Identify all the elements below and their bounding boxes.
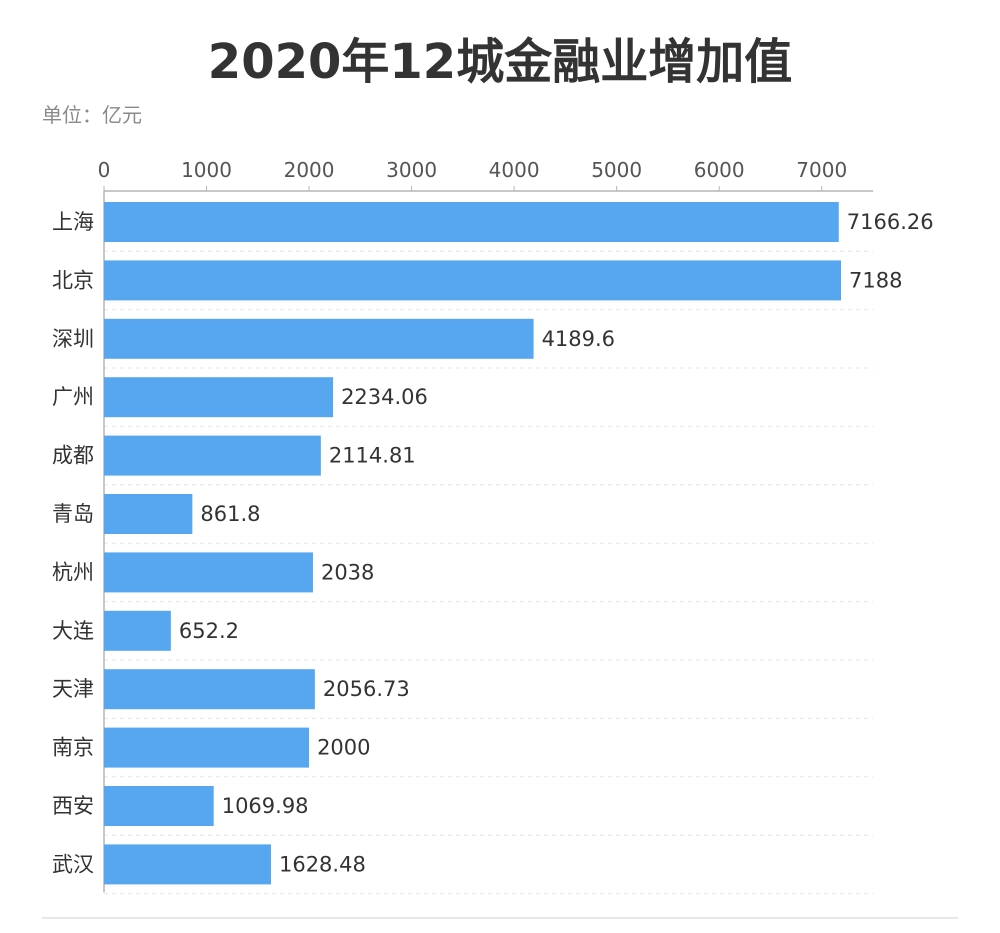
category-label: 天津 [52,677,94,701]
data-label: 2038 [321,560,374,584]
category-label: 大连 [52,619,94,643]
unit-label: 单位：亿元 [42,103,142,127]
data-label: 652.2 [179,619,239,643]
bar [104,260,842,301]
labels: 上海 7166.26 北京 7188 深圳 4189.6 广州 2234.06 成都 2114.8… [52,210,934,876]
category-label: 西安 [52,794,94,818]
chart-title: 2020年12城金融业增加值 [208,34,792,90]
data-label: 2000 [317,736,370,760]
x-tick-label: 5000 [591,158,642,182]
data-label: 2114.81 [329,444,416,468]
bar [104,669,315,710]
bar [104,610,171,651]
bar [104,435,321,476]
axes [103,190,873,893]
category-label: 上海 [52,210,94,234]
bar [104,494,193,534]
bar [104,727,310,768]
grid-lines [104,250,873,895]
data-label: 861.8 [200,502,260,526]
x-axis-ticks: 0 1000 2000 3000 4000 5000 6000 7000 [98,158,847,191]
data-label: 7166.26 [847,210,934,234]
x-tick-label: 4000 [489,158,540,182]
data-label: 7188 [849,268,902,292]
data-label: 1069.98 [222,794,309,818]
data-label: 1628.48 [279,852,366,876]
bars [104,202,842,885]
bar [104,202,839,242]
bar [104,377,334,418]
category-label: 杭州 [52,560,94,584]
category-label: 北京 [52,268,94,292]
x-tick-label: 2000 [284,158,335,182]
category-label: 青岛 [52,502,94,526]
bar [104,552,313,593]
bar [104,786,214,826]
x-tick-label: 7000 [796,158,847,182]
bar [104,318,534,359]
category-label: 成都 [52,444,94,468]
category-label: 深圳 [52,327,94,351]
category-label: 武汉 [52,852,94,876]
data-label: 2234.06 [341,385,428,409]
x-tick-label: 3000 [386,158,437,182]
data-label: 4189.6 [542,327,615,351]
data-label: 2056.73 [323,677,410,701]
category-label: 南京 [52,736,94,760]
x-tick-label: 0 [98,158,111,182]
category-label: 广州 [52,385,94,409]
x-tick-label: 1000 [181,158,232,182]
x-tick-label: 6000 [694,158,745,182]
bar [104,844,271,885]
